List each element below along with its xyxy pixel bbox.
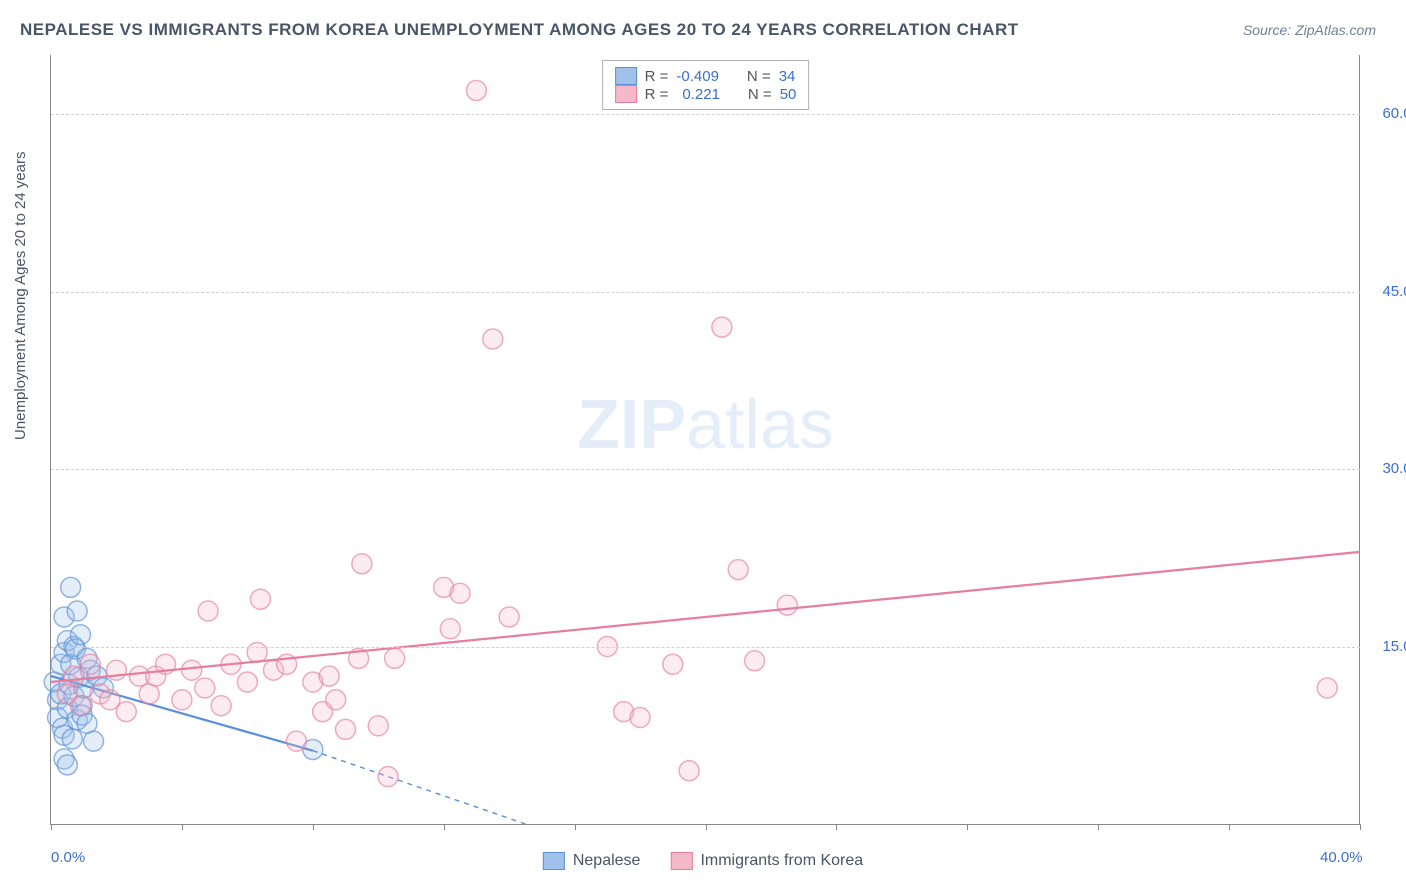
scatter-point [483, 329, 503, 349]
chart-title: NEPALESE VS IMMIGRANTS FROM KOREA UNEMPL… [20, 20, 1019, 40]
scatter-point [368, 716, 388, 736]
scatter-point [182, 660, 202, 680]
plot-svg [51, 55, 1360, 824]
r-value-0: -0.409 [676, 68, 719, 85]
plot-area: ZIPatlas R = -0.409 N = 34 R = 0.221 N =… [50, 55, 1360, 825]
scatter-point [116, 702, 136, 722]
n-label-2: N = [748, 86, 772, 103]
trend-line [51, 552, 1360, 682]
scatter-point [378, 767, 398, 787]
grid-line [51, 469, 1360, 470]
scatter-point [211, 696, 231, 716]
scatter-point [139, 684, 159, 704]
r-label-2: R = [645, 86, 669, 103]
scatter-point [77, 713, 97, 733]
x-tick-label: 0.0% [51, 849, 85, 866]
scatter-point [62, 729, 82, 749]
legend-label-nepalese: Nepalese [573, 852, 641, 870]
x-tick [836, 824, 837, 830]
legend-label-korea: Immigrants from Korea [700, 852, 863, 870]
x-tick [575, 824, 576, 830]
scatter-point [195, 678, 215, 698]
scatter-point [336, 719, 356, 739]
scatter-point [80, 654, 100, 674]
x-tick [182, 824, 183, 830]
x-tick [967, 824, 968, 830]
x-tick [1098, 824, 1099, 830]
scatter-point [663, 654, 683, 674]
y-axis-label: Unemployment Among Ages 20 to 24 years [12, 151, 29, 440]
scatter-point [61, 577, 81, 597]
scatter-point [70, 696, 90, 716]
x-tick [1229, 824, 1230, 830]
scatter-point [172, 690, 192, 710]
scatter-point [67, 601, 87, 621]
x-tick [706, 824, 707, 830]
scatter-point [57, 755, 77, 775]
x-tick [1360, 824, 1361, 830]
scatter-point [286, 731, 306, 751]
scatter-point [466, 80, 486, 100]
n-value-0: 34 [779, 68, 796, 85]
scatter-point [679, 761, 699, 781]
swatch-nepalese [615, 67, 637, 85]
scatter-point [237, 672, 257, 692]
scatter-point [450, 583, 470, 603]
legend-item-korea: Immigrants from Korea [670, 852, 863, 870]
x-tick [313, 824, 314, 830]
scatter-point [440, 619, 460, 639]
legend-item-nepalese: Nepalese [543, 852, 641, 870]
source-label: Source: ZipAtlas.com [1243, 22, 1376, 38]
legend-stats: R = -0.409 N = 34 R = 0.221 N = 50 [602, 60, 810, 110]
swatch-korea [615, 85, 637, 103]
x-tick [51, 824, 52, 830]
x-tick-label: 40.0% [1320, 849, 1363, 866]
legend-bottom: Nepalese Immigrants from Korea [543, 852, 863, 870]
legend-stats-row-1: R = -0.409 N = 34 [615, 67, 797, 85]
r-label: R = [645, 68, 669, 85]
scatter-point [84, 731, 104, 751]
scatter-point [1317, 678, 1337, 698]
y-tick-label: 15.0% [1382, 638, 1406, 655]
n-value-1: 50 [780, 86, 797, 103]
scatter-point [247, 642, 267, 662]
trend-line-dashed [313, 751, 526, 824]
scatter-point [326, 690, 346, 710]
scatter-point [745, 651, 765, 671]
x-tick [444, 824, 445, 830]
scatter-point [777, 595, 797, 615]
scatter-point [385, 648, 405, 668]
grid-line [51, 114, 1360, 115]
scatter-point [70, 625, 90, 645]
scatter-point [352, 554, 372, 574]
y-tick-label: 60.0% [1382, 105, 1406, 122]
scatter-point [250, 589, 270, 609]
scatter-point [728, 560, 748, 580]
scatter-point [712, 317, 732, 337]
n-label: N = [747, 68, 771, 85]
grid-line [51, 292, 1360, 293]
grid-line [51, 647, 1360, 648]
r-value-1: 0.221 [682, 86, 720, 103]
y-tick-label: 45.0% [1382, 283, 1406, 300]
chart-container: NEPALESE VS IMMIGRANTS FROM KOREA UNEMPL… [0, 0, 1406, 892]
scatter-point [630, 708, 650, 728]
swatch-nepalese-bottom [543, 852, 565, 870]
scatter-point [198, 601, 218, 621]
scatter-point [499, 607, 519, 627]
swatch-korea-bottom [670, 852, 692, 870]
y-tick-label: 30.0% [1382, 460, 1406, 477]
legend-stats-row-2: R = 0.221 N = 50 [615, 85, 797, 103]
scatter-point [319, 666, 339, 686]
